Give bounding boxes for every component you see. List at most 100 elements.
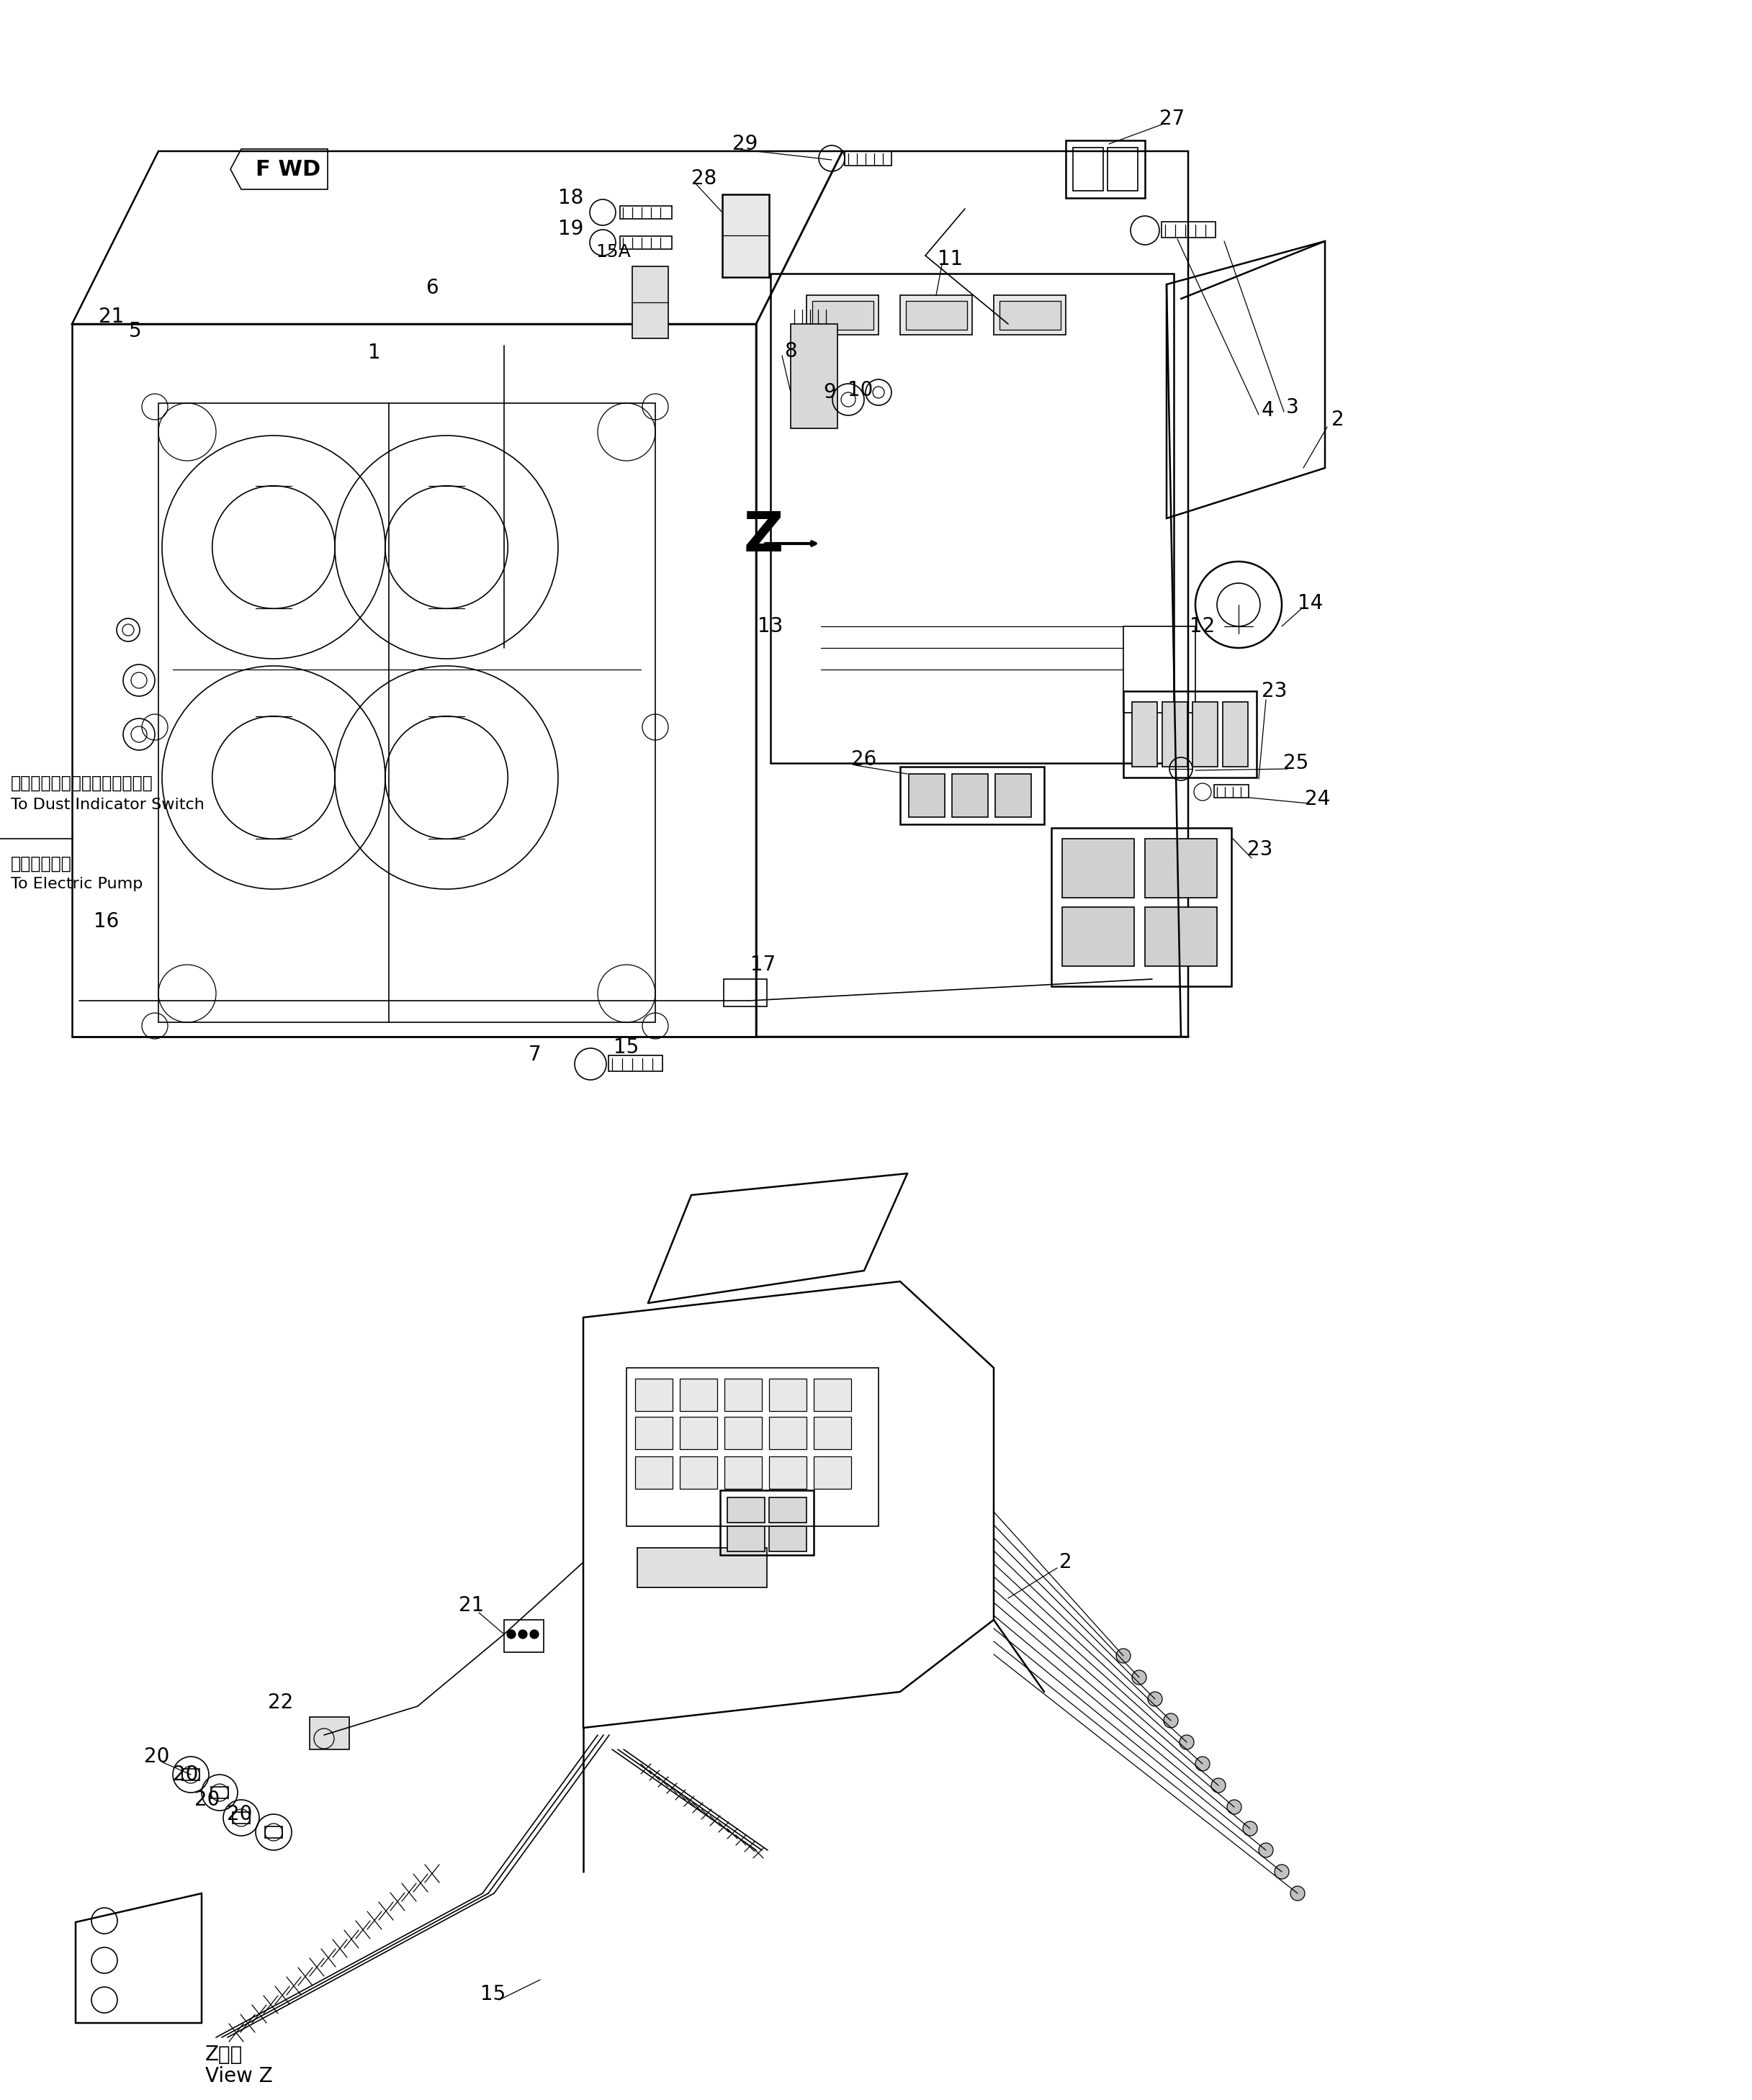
Text: 20: 20 bbox=[144, 1747, 170, 1766]
Bar bbox=[727, 1497, 764, 1522]
Bar bbox=[1123, 626, 1195, 712]
Text: 13: 13 bbox=[759, 615, 783, 636]
Text: 16: 16 bbox=[95, 911, 119, 932]
Text: 14: 14 bbox=[1298, 592, 1323, 613]
Bar bbox=[769, 1378, 806, 1411]
Circle shape bbox=[531, 1630, 538, 1638]
Text: 2: 2 bbox=[1060, 1552, 1072, 1573]
Text: 電動ポンプへ: 電動ポンプへ bbox=[11, 855, 72, 871]
Bar bbox=[813, 1457, 851, 1489]
Text: 26: 26 bbox=[851, 750, 876, 769]
Bar bbox=[906, 300, 967, 330]
Bar bbox=[158, 403, 655, 1023]
Bar bbox=[1146, 907, 1218, 966]
Text: 6: 6 bbox=[426, 277, 438, 298]
Bar bbox=[233, 1812, 251, 1823]
Bar bbox=[790, 323, 837, 428]
Text: 1: 1 bbox=[368, 342, 380, 363]
Text: Z　視: Z 視 bbox=[205, 2045, 244, 2064]
Text: 28: 28 bbox=[692, 168, 717, 189]
Bar bbox=[636, 1378, 673, 1411]
Bar bbox=[210, 1787, 228, 1798]
Bar bbox=[1123, 691, 1256, 777]
Circle shape bbox=[1148, 1693, 1162, 1705]
Circle shape bbox=[506, 1630, 515, 1638]
Bar bbox=[901, 296, 972, 334]
Bar bbox=[813, 1418, 851, 1449]
Bar bbox=[620, 235, 671, 250]
Circle shape bbox=[1291, 1886, 1305, 1900]
Bar bbox=[724, 1418, 762, 1449]
Bar bbox=[999, 300, 1060, 330]
Bar bbox=[1107, 147, 1137, 191]
Bar bbox=[909, 775, 944, 817]
Bar bbox=[771, 273, 1174, 762]
Bar bbox=[1223, 701, 1247, 766]
Text: To Electric Pump: To Electric Pump bbox=[11, 878, 144, 890]
Text: 22: 22 bbox=[268, 1693, 294, 1714]
Circle shape bbox=[1274, 1865, 1289, 1879]
Bar bbox=[1193, 701, 1218, 766]
Bar bbox=[724, 1378, 762, 1411]
Bar bbox=[727, 1527, 764, 1552]
Text: To Dust Indicator Switch: To Dust Indicator Switch bbox=[11, 798, 205, 813]
Text: 7: 7 bbox=[529, 1044, 541, 1065]
Bar bbox=[620, 206, 671, 218]
Bar bbox=[724, 979, 767, 1006]
Text: 9: 9 bbox=[823, 382, 836, 403]
Text: 24: 24 bbox=[1305, 790, 1330, 808]
Text: 15: 15 bbox=[480, 1984, 506, 2003]
Bar bbox=[813, 1378, 851, 1411]
Bar bbox=[1162, 701, 1188, 766]
Text: F WD: F WD bbox=[256, 160, 321, 181]
Bar bbox=[1132, 701, 1158, 766]
Circle shape bbox=[1226, 1800, 1242, 1814]
Circle shape bbox=[1116, 1649, 1130, 1663]
Text: 2: 2 bbox=[1332, 410, 1344, 430]
Bar bbox=[993, 296, 1065, 334]
Text: 15A: 15A bbox=[596, 244, 631, 260]
Bar bbox=[769, 1497, 806, 1522]
Bar bbox=[1214, 785, 1249, 798]
Bar bbox=[1062, 907, 1134, 966]
Bar bbox=[769, 1457, 806, 1489]
Text: 19: 19 bbox=[559, 218, 583, 239]
Bar bbox=[951, 775, 988, 817]
Bar bbox=[632, 267, 668, 338]
Bar bbox=[182, 1768, 200, 1781]
Circle shape bbox=[1179, 1735, 1193, 1749]
Bar bbox=[1146, 838, 1218, 897]
Circle shape bbox=[1132, 1670, 1146, 1684]
Text: 4: 4 bbox=[1261, 401, 1274, 420]
Bar bbox=[722, 195, 769, 277]
Text: ダストインジケータスイッチへ: ダストインジケータスイッチへ bbox=[11, 775, 152, 792]
Bar bbox=[310, 1718, 349, 1749]
Text: Z: Z bbox=[743, 510, 783, 563]
Text: 23: 23 bbox=[1247, 840, 1274, 859]
Circle shape bbox=[1163, 1714, 1177, 1728]
Bar bbox=[1072, 147, 1104, 191]
Circle shape bbox=[519, 1630, 527, 1638]
Text: 10: 10 bbox=[848, 380, 872, 401]
Circle shape bbox=[1242, 1821, 1258, 1835]
Bar bbox=[1051, 827, 1232, 987]
Text: 11: 11 bbox=[937, 250, 964, 269]
Text: 5: 5 bbox=[130, 321, 142, 340]
Text: 27: 27 bbox=[1160, 109, 1184, 128]
Text: 20: 20 bbox=[173, 1764, 198, 1785]
Bar bbox=[265, 1827, 282, 1838]
Circle shape bbox=[1258, 1844, 1274, 1856]
Bar bbox=[608, 1056, 662, 1071]
Bar bbox=[636, 1418, 673, 1449]
Bar bbox=[627, 1367, 878, 1527]
Text: 21: 21 bbox=[98, 307, 124, 328]
Bar bbox=[1162, 223, 1216, 237]
Bar bbox=[901, 766, 1044, 825]
Text: 18: 18 bbox=[559, 187, 583, 208]
Text: 20: 20 bbox=[194, 1789, 221, 1810]
Text: 12: 12 bbox=[1190, 615, 1216, 636]
Circle shape bbox=[1195, 1756, 1211, 1770]
Bar bbox=[680, 1378, 717, 1411]
Text: 17: 17 bbox=[750, 956, 776, 974]
Bar bbox=[769, 1527, 806, 1552]
